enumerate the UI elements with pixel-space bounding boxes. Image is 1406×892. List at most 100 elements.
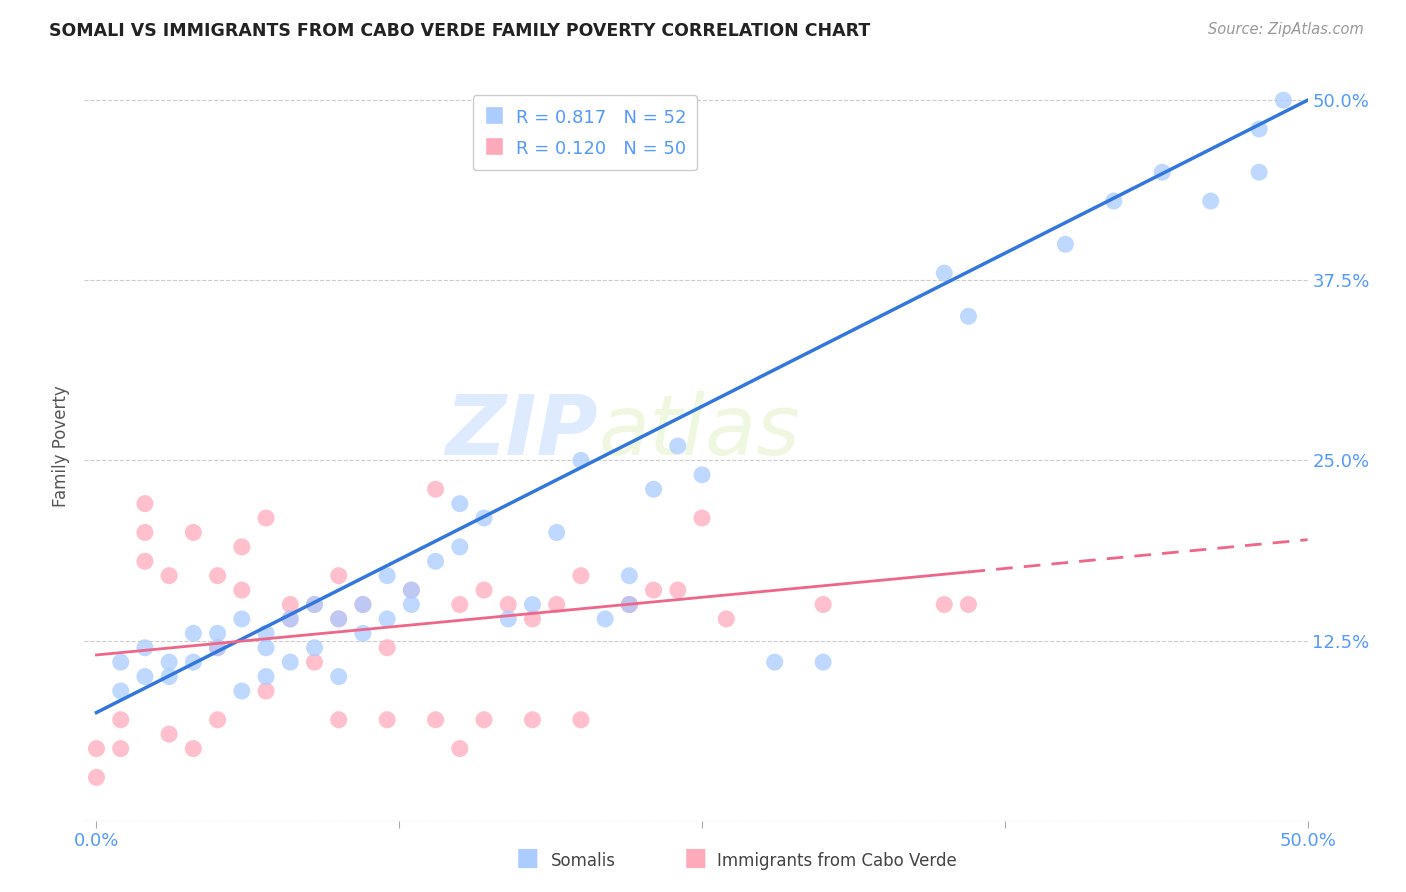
Point	[207, 626, 229, 640]
Point	[1272, 93, 1295, 107]
Text: Somalis: Somalis	[551, 852, 616, 870]
Point	[110, 713, 132, 727]
Point	[1102, 194, 1125, 208]
Point	[449, 497, 471, 511]
Point	[934, 266, 956, 280]
Point	[328, 669, 350, 683]
Point	[86, 741, 108, 756]
Point	[157, 568, 180, 582]
Point	[934, 598, 956, 612]
Point	[1249, 165, 1271, 179]
Point	[207, 640, 229, 655]
Point	[304, 640, 326, 655]
Point	[449, 741, 471, 756]
Point	[134, 497, 156, 511]
Point	[593, 612, 616, 626]
Point	[328, 568, 350, 582]
Point	[666, 439, 689, 453]
Point	[254, 684, 277, 698]
Point	[472, 713, 495, 727]
Text: Immigrants from Cabo Verde: Immigrants from Cabo Verde	[717, 852, 957, 870]
Point	[278, 612, 301, 626]
Point	[157, 655, 180, 669]
Point	[1054, 237, 1077, 252]
Point	[134, 669, 156, 683]
Text: Source: ZipAtlas.com: Source: ZipAtlas.com	[1208, 22, 1364, 37]
Point	[86, 771, 108, 785]
Point	[619, 598, 641, 612]
Point	[425, 482, 447, 496]
Point	[231, 684, 253, 698]
Point	[811, 655, 834, 669]
Point	[304, 598, 326, 612]
Point	[254, 669, 277, 683]
Point	[207, 640, 229, 655]
Point	[134, 554, 156, 568]
Point	[1249, 122, 1271, 136]
Point	[304, 598, 326, 612]
Point	[666, 583, 689, 598]
Point	[110, 741, 132, 756]
Point	[352, 598, 374, 612]
Point	[352, 626, 374, 640]
Point	[811, 598, 834, 612]
Point	[231, 540, 253, 554]
Point	[522, 598, 544, 612]
Point	[231, 583, 253, 598]
Point	[375, 713, 398, 727]
Point	[207, 568, 229, 582]
Point	[546, 598, 568, 612]
Y-axis label: Family Poverty: Family Poverty	[52, 385, 70, 507]
Point	[254, 640, 277, 655]
Point	[569, 568, 592, 582]
Point	[690, 467, 713, 482]
Point	[1199, 194, 1222, 208]
Point	[546, 525, 568, 540]
Point	[401, 598, 423, 612]
Point	[328, 612, 350, 626]
Point	[110, 655, 132, 669]
Point	[375, 568, 398, 582]
Point	[522, 713, 544, 727]
Point	[278, 598, 301, 612]
Point	[569, 453, 592, 467]
Point	[183, 525, 205, 540]
Text: atlas: atlas	[598, 391, 800, 472]
Point	[643, 482, 665, 496]
Point	[496, 612, 519, 626]
Point	[763, 655, 786, 669]
Point	[134, 640, 156, 655]
Text: ■: ■	[685, 846, 707, 870]
Point	[957, 598, 980, 612]
Point	[472, 511, 495, 525]
Point	[328, 612, 350, 626]
Point	[449, 540, 471, 554]
Point	[278, 612, 301, 626]
Point	[328, 713, 350, 727]
Point	[183, 655, 205, 669]
Point	[157, 669, 180, 683]
Point	[254, 626, 277, 640]
Point	[496, 598, 519, 612]
Point	[157, 727, 180, 741]
Point	[278, 655, 301, 669]
Point	[619, 568, 641, 582]
Point	[716, 612, 738, 626]
Point	[375, 640, 398, 655]
Text: ■: ■	[516, 846, 538, 870]
Point	[254, 511, 277, 525]
Point	[401, 583, 423, 598]
Point	[569, 713, 592, 727]
Point	[449, 598, 471, 612]
Point	[352, 598, 374, 612]
Point	[425, 713, 447, 727]
Point	[425, 554, 447, 568]
Point	[957, 310, 980, 324]
Point	[401, 583, 423, 598]
Point	[183, 741, 205, 756]
Point	[472, 583, 495, 598]
Point	[522, 612, 544, 626]
Point	[134, 525, 156, 540]
Point	[110, 684, 132, 698]
Point	[183, 626, 205, 640]
